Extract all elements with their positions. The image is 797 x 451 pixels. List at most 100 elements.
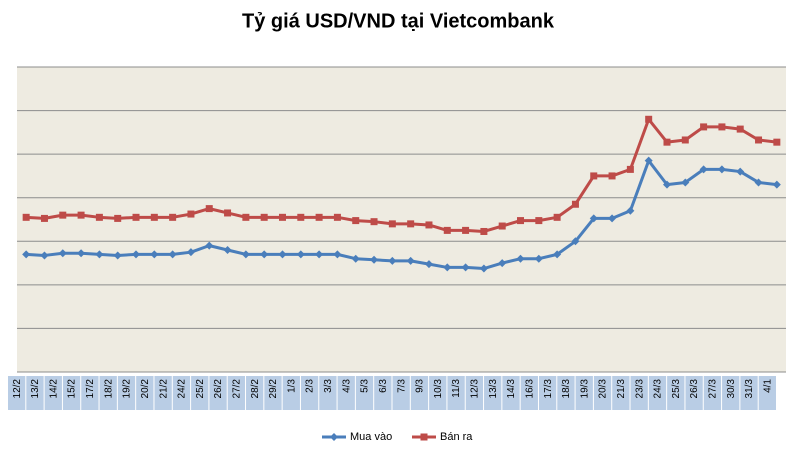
marker — [534, 254, 543, 263]
marker — [462, 226, 470, 234]
marker — [608, 172, 616, 180]
x-tick-label: 11/3 — [451, 379, 462, 398]
marker — [772, 180, 781, 189]
marker — [571, 200, 579, 208]
x-label-box — [502, 376, 520, 410]
x-label-box — [246, 376, 264, 410]
marker — [278, 250, 287, 259]
marker — [535, 217, 543, 225]
x-label-box — [648, 376, 667, 410]
marker — [754, 178, 763, 187]
x-tick-label: 18/3 — [561, 379, 572, 399]
x-tick-label: 20/2 — [140, 379, 151, 399]
marker — [717, 165, 726, 174]
marker — [297, 213, 305, 221]
marker — [95, 250, 104, 259]
marker — [443, 226, 451, 234]
x-label-box — [685, 376, 703, 410]
marker — [608, 214, 617, 223]
x-label-box — [136, 376, 154, 410]
x-label-box — [593, 376, 612, 410]
x-label-box — [429, 376, 447, 410]
marker — [95, 213, 103, 221]
marker — [242, 213, 250, 221]
marker — [260, 250, 269, 259]
marker — [315, 250, 324, 259]
marker — [479, 264, 488, 273]
x-label-box — [758, 376, 776, 410]
x-label-box — [630, 376, 648, 410]
x-label-box — [172, 376, 191, 410]
marker — [59, 211, 67, 219]
x-label-box — [319, 376, 337, 410]
x-tick-label: 13/2 — [30, 379, 41, 399]
marker — [553, 250, 562, 259]
marker — [736, 167, 745, 176]
x-label-box — [392, 376, 410, 410]
marker — [241, 250, 250, 259]
marker — [132, 250, 141, 259]
marker — [77, 211, 85, 219]
marker — [168, 250, 177, 259]
x-tick-label: 28/2 — [250, 379, 261, 399]
x-tick-label: 26/2 — [213, 379, 224, 399]
marker — [681, 178, 690, 187]
x-tick-label: 10/3 — [433, 379, 444, 399]
marker — [150, 250, 159, 259]
marker — [571, 237, 580, 246]
x-tick-label: 18/2 — [103, 379, 114, 399]
x-tick-label: 24/3 — [653, 379, 664, 399]
x-label-box — [355, 376, 374, 410]
x-label-box — [465, 376, 484, 410]
x-label-box — [154, 376, 172, 410]
x-label-box — [62, 376, 81, 410]
legend-label: Bán ra — [440, 431, 473, 443]
x-tick-label: 7/3 — [396, 379, 407, 393]
x-label-box — [300, 376, 319, 410]
marker — [296, 250, 305, 259]
marker — [517, 217, 525, 225]
x-tick-label: 25/3 — [671, 379, 682, 399]
x-tick-label: 31/3 — [744, 379, 755, 399]
marker — [150, 213, 158, 221]
marker — [333, 213, 341, 221]
x-tick-label: 4/1 — [762, 379, 773, 393]
x-label-box — [44, 376, 62, 410]
marker — [40, 251, 49, 260]
x-tick-label: 4/3 — [341, 379, 352, 393]
marker — [700, 123, 708, 131]
x-tick-label: 6/3 — [378, 379, 389, 393]
x-label-box — [703, 376, 722, 410]
x-tick-label: 3/3 — [323, 379, 334, 393]
marker — [736, 125, 744, 133]
marker — [58, 249, 67, 258]
x-tick-label: 12/3 — [470, 379, 481, 399]
x-tick-label: 27/2 — [232, 379, 243, 399]
marker — [388, 220, 396, 228]
marker — [407, 220, 415, 228]
marker — [645, 115, 653, 123]
x-label-box — [667, 376, 685, 410]
x-tick-label: 21/3 — [616, 379, 627, 399]
marker — [278, 213, 286, 221]
x-label-box — [264, 376, 282, 410]
marker — [626, 206, 635, 215]
x-label-box — [740, 376, 758, 410]
marker — [553, 213, 561, 221]
x-tick-label: 20/3 — [598, 379, 609, 399]
x-label-box — [557, 376, 575, 410]
marker — [315, 213, 323, 221]
marker — [755, 136, 763, 144]
marker — [351, 254, 360, 263]
plot-area — [17, 67, 786, 372]
marker — [662, 180, 671, 189]
marker — [626, 165, 634, 173]
marker — [425, 221, 433, 229]
legend-marker — [330, 433, 338, 441]
marker — [699, 165, 708, 174]
marker — [22, 250, 31, 259]
marker — [424, 260, 433, 269]
marker — [370, 218, 378, 226]
x-label-box — [81, 376, 99, 410]
